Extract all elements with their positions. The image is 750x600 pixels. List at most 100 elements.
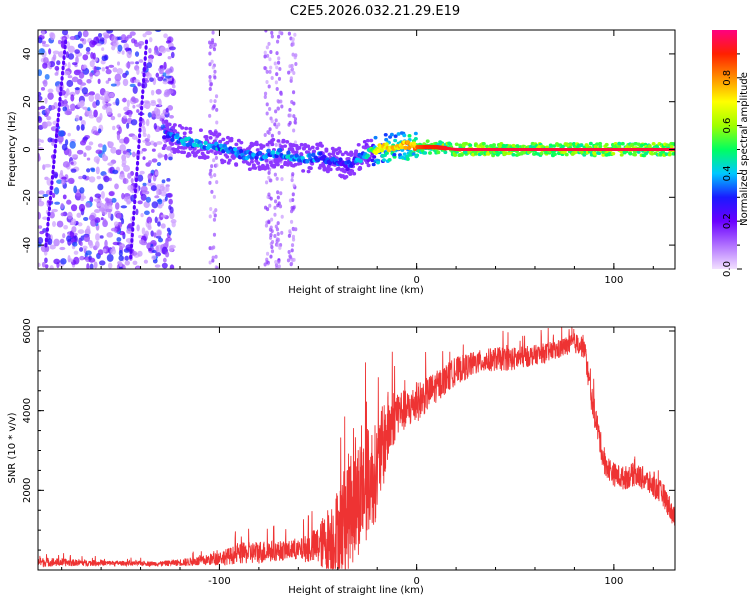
spectrogram-cell xyxy=(146,133,151,140)
spectrogram-streak-cell xyxy=(140,94,145,100)
spectrogram-streak-cell xyxy=(46,221,50,227)
spectrogram-faint-cell xyxy=(265,111,269,116)
spectrogram-cell xyxy=(66,199,72,205)
spectrogram-ridge-halo xyxy=(464,141,469,146)
spectrogram-cell xyxy=(116,81,121,86)
spectrogram-cell xyxy=(67,53,75,60)
spectrogram-cell xyxy=(81,65,87,70)
spectrogram-cell xyxy=(54,65,60,71)
spectrogram-cell xyxy=(81,87,89,95)
spectrogram-cell xyxy=(168,156,173,161)
spectrogram-faint-cell xyxy=(276,39,280,44)
spectrogram-cell xyxy=(142,156,146,161)
spectrogram-ridge-halo xyxy=(272,163,277,168)
spectrogram-cell xyxy=(42,216,48,220)
spectrogram-cell xyxy=(162,72,167,77)
spectrogram-faint-cell xyxy=(275,125,279,130)
spectrogram-faint-cell xyxy=(290,248,294,253)
spectrogram-faint-cell xyxy=(276,195,280,200)
spectrogram-ridge-halo xyxy=(307,147,312,151)
spectrogram-cell xyxy=(167,55,172,60)
spectrogram-streak-cell xyxy=(47,211,51,217)
spectrogram-ridge-cell xyxy=(182,142,187,147)
spectrogram-ridge-halo xyxy=(650,151,655,156)
spectrogram-faint-cell xyxy=(269,50,273,55)
spectrogram-cell xyxy=(101,47,105,52)
spectrogram-faint-cell xyxy=(208,78,212,83)
spectrogram-ridge-cell xyxy=(376,148,381,154)
spectrogram-faint-cell xyxy=(286,258,291,263)
spectrogram-faint-cell xyxy=(215,107,219,112)
spectrogram-streak-cell xyxy=(52,154,57,159)
spectrogram-cell xyxy=(160,223,166,229)
spectrogram-ridge-halo xyxy=(511,152,516,157)
spectrogram-cell xyxy=(40,139,44,143)
spectrogram-cell xyxy=(53,187,60,195)
spectrogram-faint-cell xyxy=(265,69,269,74)
spectrogram-streak-cell xyxy=(132,210,136,216)
spectrogram-faint-cell xyxy=(210,189,214,194)
spectrogram-ridge-halo xyxy=(182,131,187,136)
spectrogram-cell xyxy=(162,257,167,263)
spectrogram-cell xyxy=(112,125,116,131)
spectrogram-cell xyxy=(62,233,66,239)
spectrogram-cell xyxy=(38,106,42,111)
spectrogram-cell xyxy=(67,148,72,157)
spectrogram-faint-cell xyxy=(208,75,212,80)
spectrogram-ridge-halo xyxy=(172,129,177,133)
spectrogram-cell xyxy=(116,213,122,219)
spectrogram-cell xyxy=(118,173,126,180)
spectrogram-faint-cell xyxy=(210,164,214,169)
spectrogram-cell xyxy=(116,132,121,141)
spectrogram-cell xyxy=(107,162,114,166)
spectrogram-cell xyxy=(78,71,85,79)
spectrogram-ridge-halo xyxy=(176,145,181,150)
spectrogram-cell xyxy=(70,218,77,226)
spectrogram-cell xyxy=(63,99,68,107)
spectrogram-faint-cell xyxy=(267,220,271,225)
spectrogram-cell xyxy=(154,264,161,268)
spectrogram-streak-cell xyxy=(142,72,146,78)
spectrogram-cell xyxy=(167,105,174,111)
spectrogram-cell xyxy=(88,214,96,221)
spectrogram-cell xyxy=(157,98,162,103)
spectrogram-faint-cell xyxy=(268,57,272,62)
spectrogram-faint-cell xyxy=(211,65,215,70)
spectrogram-cell xyxy=(121,264,126,269)
spectrogram-cell xyxy=(102,144,107,153)
spectrogram-cell xyxy=(144,230,149,237)
spectrogram-cell xyxy=(140,193,147,201)
colorbar-tick-label: 0.4 xyxy=(722,165,733,181)
spectrogram-cell xyxy=(121,192,125,200)
spectrogram-cell xyxy=(166,177,171,182)
spectrogram-cell xyxy=(80,124,85,131)
spectrogram-cell xyxy=(49,211,55,219)
spectrogram-cell xyxy=(143,201,150,209)
spectrogram-cell xyxy=(93,130,99,136)
spectrogram-cell xyxy=(86,51,90,55)
spectrogram-cell xyxy=(89,60,95,68)
spectrogram-faint-cell xyxy=(288,107,292,112)
colorbar-ticks: 0.0 0.2 0.4 0.6 0.8 xyxy=(722,53,742,277)
spectrogram-ridge-halo xyxy=(315,146,320,151)
spectrogram-faint-cell xyxy=(291,42,295,47)
spectrogram-ridge-halo xyxy=(291,150,296,154)
spectrogram-faint-cell xyxy=(291,37,295,42)
spectrogram-faint-cell xyxy=(288,255,293,260)
spectrogram-ridge-halo xyxy=(350,169,355,173)
spectrogram-ridge-halo xyxy=(234,142,239,147)
spectrogram-ridge-halo xyxy=(564,152,569,157)
spectrogram-cell xyxy=(77,229,85,234)
spectrogram-faint-cell xyxy=(287,31,291,36)
spectrogram-faint-cell xyxy=(264,30,268,33)
spectrogram-cell xyxy=(104,239,108,248)
spectrogram-cell xyxy=(150,185,157,192)
spectrogram-faint-cell xyxy=(275,51,279,56)
spectrogram-faint-cell xyxy=(292,183,296,188)
spectrogram-ridge-halo xyxy=(225,140,230,145)
spectrogram-streak-cell xyxy=(135,160,140,166)
spectrogram-ridge-halo xyxy=(188,126,193,131)
spectrogram-cell xyxy=(64,110,72,116)
spectrogram-cell xyxy=(135,61,139,65)
spectrogram-faint-cell xyxy=(263,95,267,100)
